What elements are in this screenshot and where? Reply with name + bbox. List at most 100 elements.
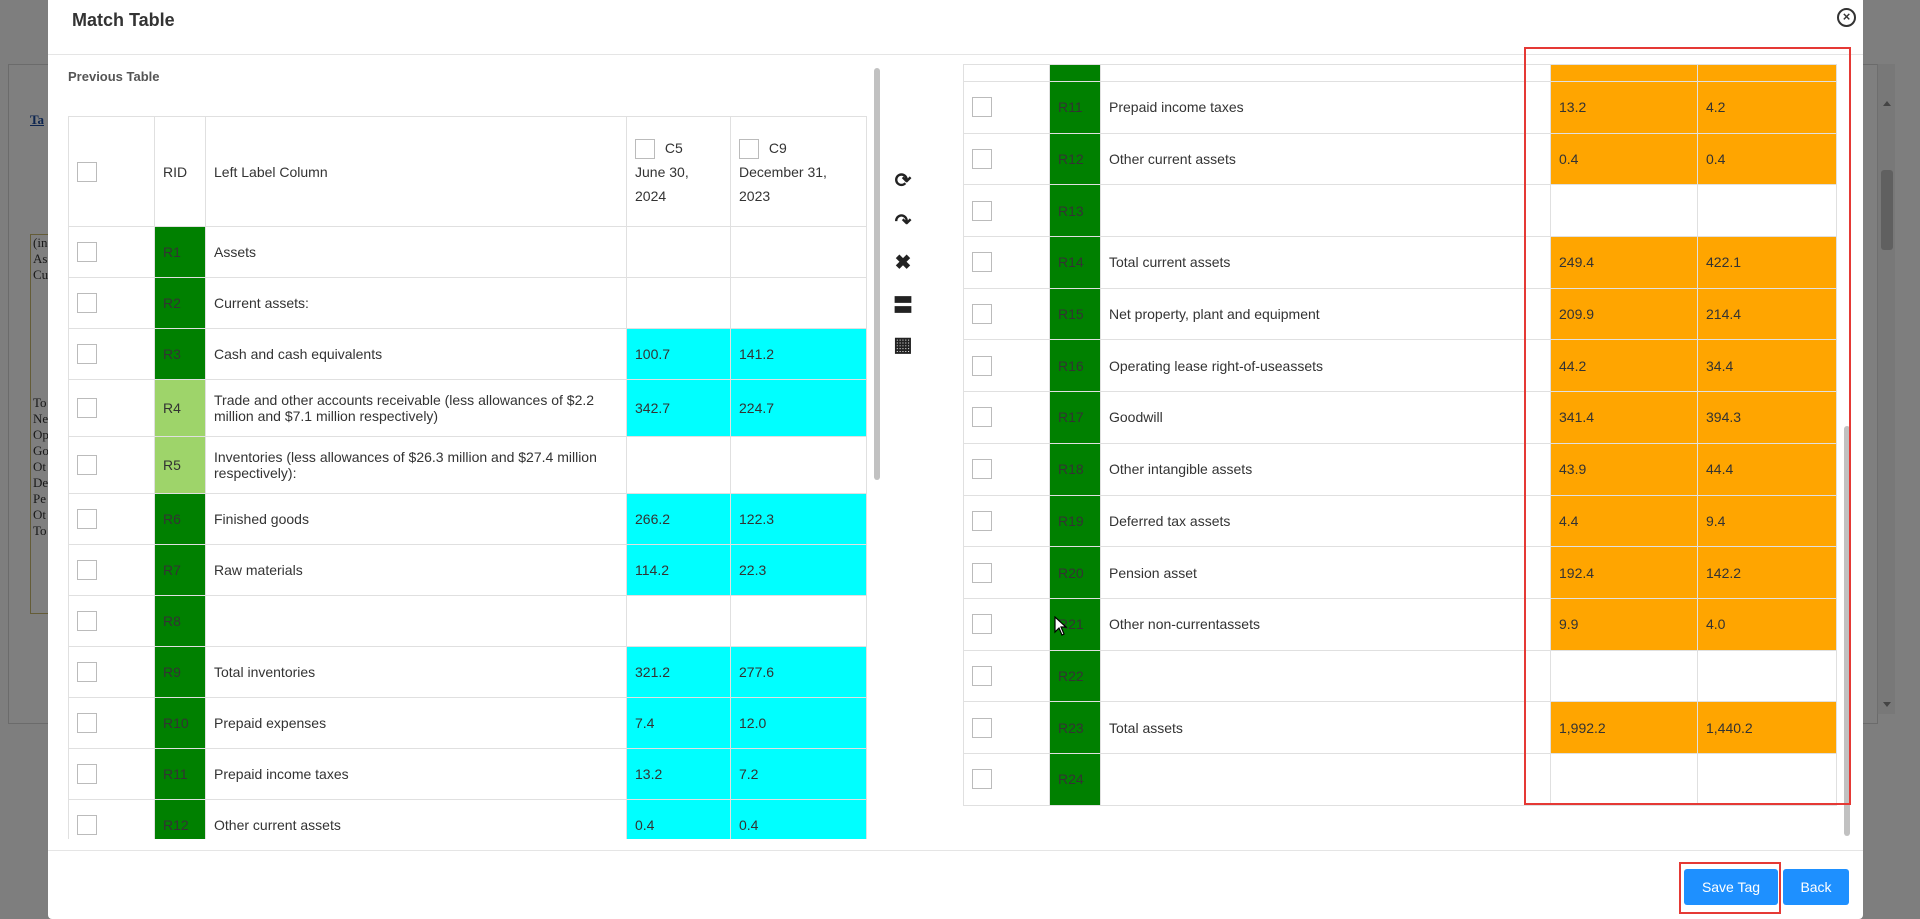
value-cell[interactable]: 0.4 (1550, 132, 1698, 186)
value-cell[interactable]: 249.4 (1550, 236, 1698, 289)
value-cell[interactable] (1550, 752, 1698, 806)
value-cell[interactable]: 44.2 (1550, 339, 1698, 393)
column-checkbox-c9[interactable] (739, 138, 759, 159)
rid-cell[interactable]: R12 (154, 799, 206, 839)
value-cell[interactable]: 9.9 (1550, 597, 1698, 651)
value-cell[interactable]: 4.4 (1550, 494, 1698, 548)
value-cell[interactable]: 9.4 (1697, 494, 1837, 548)
row-checkbox[interactable] (77, 815, 97, 835)
rid-cell[interactable]: R5 (154, 436, 206, 494)
close-icon[interactable]: ✖ (894, 252, 912, 274)
value-cell[interactable]: 34.4 (1697, 339, 1837, 393)
value-cell[interactable]: 422.1 (1697, 236, 1837, 289)
rid-cell[interactable]: R14 (1049, 236, 1101, 289)
value-cell[interactable]: 1,992.2 (1550, 701, 1698, 754)
value-cell[interactable]: 4.2 (1697, 81, 1837, 134)
row-checkbox[interactable] (77, 398, 97, 418)
value-cell[interactable]: 214.4 (1697, 287, 1837, 341)
row-checkbox[interactable] (972, 407, 992, 428)
rid-cell[interactable]: R16 (1049, 339, 1101, 393)
value-cell[interactable]: 224.7 (730, 379, 867, 437)
row-checkbox[interactable] (972, 614, 992, 635)
rid-cell[interactable]: R11 (1049, 81, 1101, 134)
value-cell[interactable] (626, 226, 731, 278)
row-checkbox[interactable] (77, 560, 97, 580)
rid-cell[interactable]: R20 (1049, 546, 1101, 599)
rid-cell[interactable]: R22 (1049, 649, 1101, 703)
value-cell[interactable]: 7.4 (626, 697, 731, 749)
row-checkbox[interactable] (972, 562, 992, 583)
save-tag-button[interactable]: Save Tag (1684, 869, 1778, 905)
value-cell[interactable] (626, 277, 731, 329)
rid-cell[interactable]: R3 (154, 328, 206, 380)
rid-cell[interactable]: R1 (154, 226, 206, 278)
value-cell[interactable] (730, 277, 867, 329)
value-cell[interactable] (1697, 752, 1837, 806)
value-cell[interactable]: 209.9 (1550, 287, 1698, 341)
value-cell[interactable]: 394.3 (1697, 391, 1837, 444)
row-checkbox[interactable] (77, 242, 97, 262)
value-cell[interactable] (1550, 184, 1698, 238)
rid-cell[interactable]: R8 (154, 595, 206, 647)
row-checkbox[interactable] (77, 509, 97, 529)
row-checkbox[interactable] (972, 252, 992, 273)
value-cell[interactable]: 100.7 (626, 328, 731, 380)
row-checkbox[interactable] (77, 662, 97, 682)
value-cell[interactable]: 7.2 (730, 748, 867, 800)
row-checkbox[interactable] (972, 97, 992, 118)
value-cell[interactable] (1550, 649, 1698, 703)
value-cell[interactable]: 4.0 (1697, 597, 1837, 651)
value-cell[interactable]: 122.3 (730, 493, 867, 545)
equals-icon[interactable]: 〓 (893, 295, 913, 317)
value-cell[interactable] (1697, 184, 1837, 238)
column-checkbox-c5[interactable] (635, 138, 655, 159)
row-checkbox[interactable] (77, 455, 97, 475)
redo-icon[interactable]: ↷ (894, 211, 912, 233)
value-cell[interactable]: 114.2 (626, 544, 731, 596)
row-checkbox[interactable] (972, 304, 992, 325)
row-checkbox[interactable] (972, 355, 992, 376)
row-checkbox[interactable] (972, 200, 992, 221)
rid-cell[interactable]: R13 (1049, 184, 1101, 238)
value-cell[interactable]: 0.4 (1697, 132, 1837, 186)
row-checkbox[interactable] (77, 764, 97, 784)
left-scrollbar[interactable] (874, 66, 882, 836)
value-cell[interactable]: 141.2 (730, 328, 867, 380)
select-all-checkbox[interactable] (77, 161, 97, 182)
rid-cell[interactable]: R7 (154, 544, 206, 596)
rid-cell[interactable]: R4 (154, 379, 206, 437)
row-checkbox[interactable] (77, 611, 97, 631)
value-cell[interactable]: 0.4 (730, 799, 867, 839)
value-cell[interactable]: 12.0 (730, 697, 867, 749)
value-cell[interactable]: 13.2 (1550, 81, 1698, 134)
value-cell[interactable]: 341.4 (1550, 391, 1698, 444)
rid-cell[interactable]: R11 (154, 748, 206, 800)
rid-cell[interactable]: R17 (1049, 391, 1101, 444)
back-button[interactable]: Back (1783, 869, 1849, 905)
value-cell[interactable] (730, 436, 867, 494)
row-checkbox[interactable] (972, 149, 992, 170)
value-cell[interactable]: 13.2 (626, 748, 731, 800)
rid-cell[interactable]: R21 (1049, 597, 1101, 651)
value-cell[interactable]: 321.2 (626, 646, 731, 698)
value-cell[interactable]: 22.3 (730, 544, 867, 596)
value-cell[interactable]: 43.9 (1550, 442, 1698, 496)
value-cell[interactable]: 142.2 (1697, 546, 1837, 599)
value-cell[interactable] (626, 595, 731, 647)
value-cell[interactable] (1697, 649, 1837, 703)
value-cell[interactable]: 266.2 (626, 493, 731, 545)
right-scrollbar-thumb[interactable] (1844, 426, 1850, 836)
row-checkbox[interactable] (77, 713, 97, 733)
rid-cell[interactable]: R9 (154, 646, 206, 698)
calendar-icon[interactable]: ▦ (893, 334, 913, 356)
close-icon[interactable]: × (1837, 8, 1856, 27)
rid-cell[interactable]: R12 (1049, 132, 1101, 186)
value-cell[interactable]: 192.4 (1550, 546, 1698, 599)
rid-cell[interactable]: R24 (1049, 752, 1101, 806)
row-checkbox[interactable] (972, 665, 992, 686)
rid-cell[interactable]: R2 (154, 277, 206, 329)
rid-cell[interactable]: R18 (1049, 442, 1101, 496)
value-cell[interactable]: 1,440.2 (1697, 701, 1837, 754)
rid-cell[interactable]: R6 (154, 493, 206, 545)
rid-cell[interactable]: R19 (1049, 494, 1101, 548)
